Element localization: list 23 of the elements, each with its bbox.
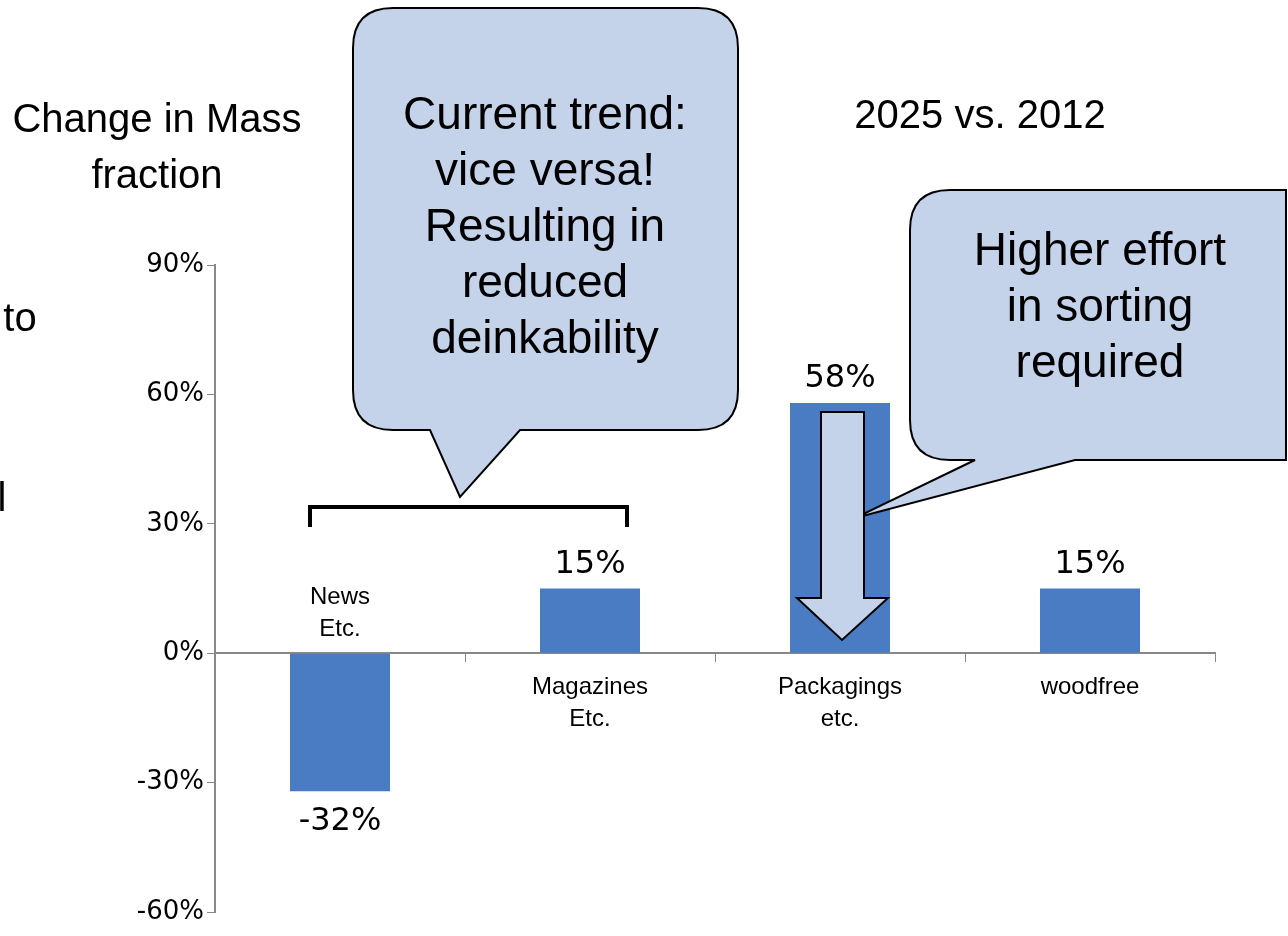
x-tick-label: Packagings etc.	[777, 671, 903, 731]
annotation: Higher effort in sorting required	[972, 222, 1228, 389]
bar	[1040, 588, 1140, 653]
y-tick-label: 0%	[162, 635, 204, 666]
y-axis-title: Change in Mass fraction	[12, 95, 302, 198]
data-label: 15%	[1054, 542, 1126, 581]
y-tick-label: -30%	[136, 765, 204, 796]
y-tick-label: -60%	[136, 894, 204, 925]
y-tick-label: 30%	[146, 506, 204, 537]
bar	[290, 653, 390, 792]
data-label: 15%	[554, 542, 626, 581]
x-tick-label: Magazines Etc.	[531, 671, 649, 731]
data-label: 58%	[804, 357, 876, 396]
annotation: Current trend: vice versa! Resulting in reduced deinkability	[402, 86, 688, 365]
text: to	[2, 295, 38, 340]
bar	[540, 588, 640, 653]
y-tick-label: 60%	[146, 377, 204, 408]
y-tick-label: 90%	[146, 247, 204, 278]
data-label: -32%	[298, 799, 382, 838]
text: l	[0, 475, 8, 520]
x-tick-label: News Etc.	[309, 581, 371, 641]
chart-title: 2025 vs. 2012	[853, 92, 1107, 137]
x-tick-label: woodfree	[1039, 671, 1140, 699]
